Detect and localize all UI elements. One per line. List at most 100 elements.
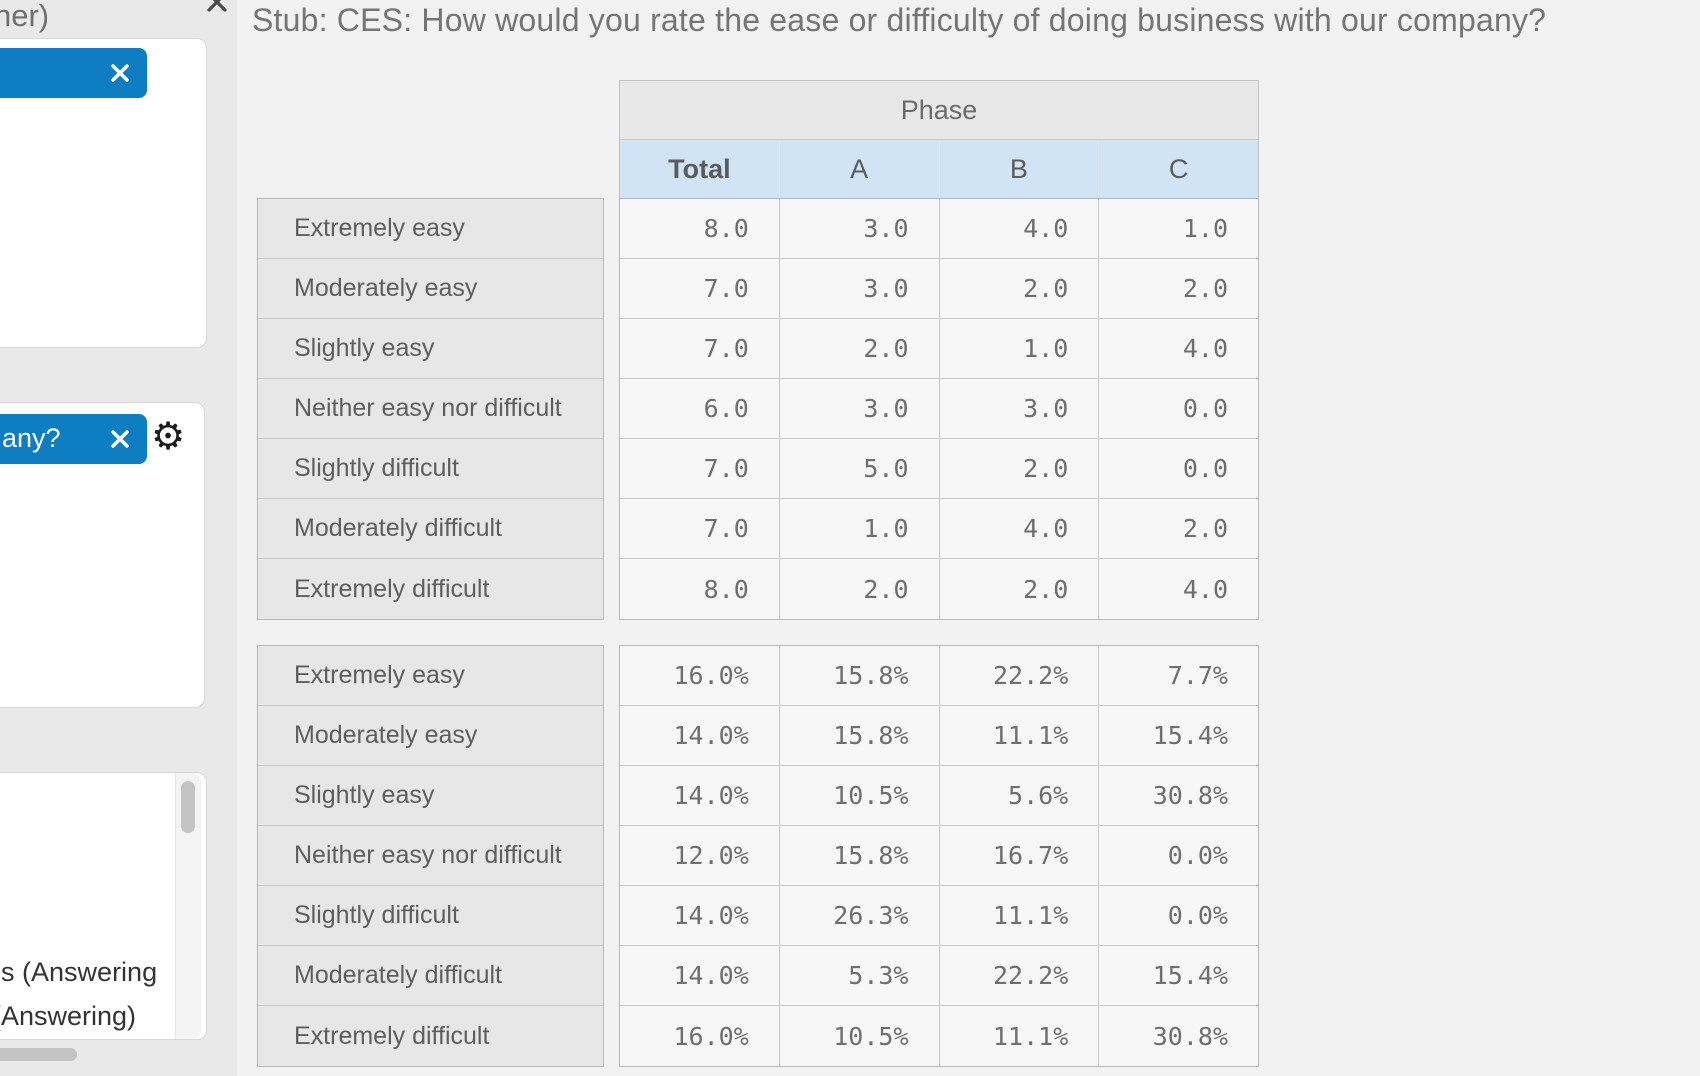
table-row: 8.0 3.0 4.0 1.0 bbox=[620, 199, 1258, 259]
row-label: Slightly easy bbox=[258, 766, 603, 826]
percent-cell: 14.0% bbox=[620, 766, 780, 825]
row-labels-percents: Extremely easy Moderately easy Slightly … bbox=[257, 645, 604, 1067]
count-cell: 7.0 bbox=[620, 439, 780, 498]
list-item[interactable]: s (Answering) bbox=[0, 1001, 137, 1031]
row-label: Moderately difficult bbox=[258, 499, 603, 559]
row-label: Extremely difficult bbox=[294, 574, 490, 603]
count-cell: 3.0 bbox=[780, 199, 940, 258]
counts-table: 8.0 3.0 4.0 1.0 7.0 3.0 2.0 2.0 7.0 2.0 … bbox=[619, 198, 1259, 620]
row-label: Neither easy nor difficult bbox=[258, 379, 603, 439]
count-cell: 2.0 bbox=[940, 259, 1100, 318]
stub-variable-chip[interactable] bbox=[0, 48, 147, 98]
count-cell: 1.0 bbox=[1182, 214, 1228, 243]
row-label: Neither easy nor difficult bbox=[258, 826, 603, 886]
percent-cell: 0.0% bbox=[1167, 841, 1228, 870]
column-header-total: Total bbox=[620, 140, 780, 199]
banner-header-table: Phase Total A B C bbox=[619, 80, 1259, 200]
percent-cell: 10.5% bbox=[780, 766, 940, 825]
count-cell: 2.0 bbox=[1182, 514, 1228, 543]
count-cell: 4.0 bbox=[940, 499, 1100, 558]
variable-list-card: ges (Answering s (Answering) bbox=[0, 772, 207, 1040]
table-row: 7.0 1.0 4.0 2.0 bbox=[620, 499, 1258, 559]
count-cell: 3.0 bbox=[780, 259, 940, 318]
row-label: Moderately easy bbox=[258, 706, 603, 766]
percent-cell: 15.8% bbox=[780, 826, 940, 885]
page-title: Stub: CES: How would you rate the ease o… bbox=[252, 2, 1547, 38]
table-row: 6.0 3.0 3.0 0.0 bbox=[620, 379, 1258, 439]
count-cell: 4.0 bbox=[1182, 334, 1228, 363]
count-cell: 2.0 bbox=[940, 559, 1100, 619]
percent-cell: 5.6% bbox=[940, 766, 1100, 825]
count-cell: 4.0 bbox=[1182, 574, 1228, 604]
percents-table: 16.0% 15.8% 22.2% 7.7% 14.0% 15.8% 11.1%… bbox=[619, 645, 1259, 1067]
percent-cell: 5.3% bbox=[780, 946, 940, 1005]
list-item[interactable]: ges (Answering bbox=[0, 957, 158, 987]
percent-cell: 0.0% bbox=[1167, 901, 1228, 930]
banner-variable-chip[interactable]: any? bbox=[0, 414, 147, 464]
percent-cell: 16.0% bbox=[620, 1006, 780, 1066]
horizontal-scrollbar-thumb[interactable] bbox=[0, 1048, 77, 1061]
table-row: 7.0 2.0 1.0 4.0 bbox=[620, 319, 1258, 379]
table-row: 8.0 2.0 2.0 4.0 bbox=[620, 559, 1258, 619]
percent-cell: 30.8% bbox=[1152, 1021, 1228, 1051]
close-icon[interactable] bbox=[107, 426, 133, 457]
percent-cell: 22.2% bbox=[940, 646, 1100, 705]
percent-cell: 10.5% bbox=[780, 1006, 940, 1066]
percent-cell: 26.3% bbox=[780, 886, 940, 945]
sidebar-panel: ner) any? ⚙ bbox=[0, 0, 237, 1076]
count-cell: 0.0 bbox=[1182, 394, 1228, 423]
count-cell: 1.0 bbox=[940, 319, 1100, 378]
column-header-a: A bbox=[780, 140, 940, 199]
column-header-c: C bbox=[1168, 154, 1189, 184]
close-icon[interactable] bbox=[107, 60, 133, 91]
sidebar-panel-title: ner) bbox=[0, 0, 50, 33]
count-cell: 8.0 bbox=[620, 559, 780, 619]
row-label: Slightly easy bbox=[258, 319, 603, 379]
row-label: Moderately difficult bbox=[258, 946, 603, 1006]
scrollbar-thumb[interactable] bbox=[181, 781, 195, 833]
row-labels-counts: Extremely easy Moderately easy Slightly … bbox=[257, 198, 604, 620]
percent-cell: 15.4% bbox=[1152, 721, 1228, 750]
column-header-b: B bbox=[940, 140, 1100, 199]
percent-cell: 15.8% bbox=[780, 706, 940, 765]
percent-cell: 16.0% bbox=[620, 646, 780, 705]
count-cell: 3.0 bbox=[780, 379, 940, 438]
count-cell: 6.0 bbox=[620, 379, 780, 438]
count-cell: 2.0 bbox=[780, 559, 940, 619]
row-label: Extremely difficult bbox=[294, 1021, 490, 1050]
percent-cell: 7.7% bbox=[1167, 661, 1228, 690]
gear-icon[interactable]: ⚙ bbox=[151, 414, 186, 458]
percent-cell: 15.8% bbox=[780, 646, 940, 705]
percent-cell: 14.0% bbox=[620, 886, 780, 945]
row-label: Slightly difficult bbox=[258, 439, 603, 499]
row-label: Extremely easy bbox=[258, 199, 603, 259]
table-row: 14.0% 26.3% 11.1% 0.0% bbox=[620, 886, 1258, 946]
percent-cell: 11.1% bbox=[940, 886, 1100, 945]
count-cell: 0.0 bbox=[1182, 454, 1228, 483]
table-row: 7.0 3.0 2.0 2.0 bbox=[620, 259, 1258, 319]
count-cell: 3.0 bbox=[940, 379, 1100, 438]
count-cell: 2.0 bbox=[780, 319, 940, 378]
table-row: 14.0% 15.8% 11.1% 15.4% bbox=[620, 706, 1258, 766]
row-label: Extremely easy bbox=[258, 646, 603, 706]
table-row: 12.0% 15.8% 16.7% 0.0% bbox=[620, 826, 1258, 886]
percent-cell: 14.0% bbox=[620, 706, 780, 765]
table-row: 14.0% 10.5% 5.6% 30.8% bbox=[620, 766, 1258, 826]
percent-cell: 15.4% bbox=[1152, 961, 1228, 990]
banner-variable-card: any? ⚙ bbox=[0, 402, 205, 708]
row-label: Slightly difficult bbox=[258, 886, 603, 946]
count-cell: 2.0 bbox=[940, 439, 1100, 498]
stub-variable-card bbox=[0, 38, 207, 348]
count-cell: 8.0 bbox=[620, 199, 780, 258]
percent-cell: 12.0% bbox=[620, 826, 780, 885]
count-cell: 7.0 bbox=[620, 319, 780, 378]
percent-cell: 14.0% bbox=[620, 946, 780, 1005]
row-label: Moderately easy bbox=[258, 259, 603, 319]
table-row: 16.0% 15.8% 22.2% 7.7% bbox=[620, 646, 1258, 706]
count-cell: 1.0 bbox=[780, 499, 940, 558]
close-icon[interactable] bbox=[204, 0, 230, 20]
percent-cell: 16.7% bbox=[940, 826, 1100, 885]
percent-cell: 11.1% bbox=[940, 706, 1100, 765]
vertical-scrollbar[interactable] bbox=[175, 773, 201, 1039]
percent-cell: 22.2% bbox=[940, 946, 1100, 1005]
